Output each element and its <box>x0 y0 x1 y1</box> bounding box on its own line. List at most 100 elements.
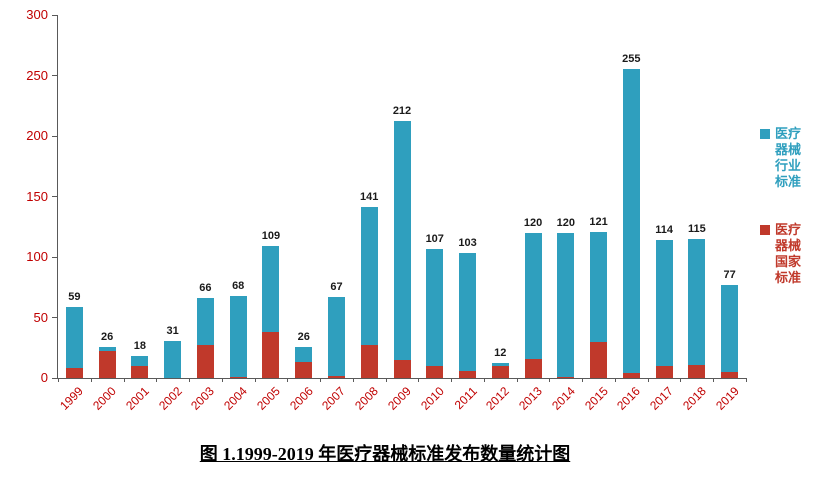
bar-2011-national-segment <box>459 370 477 378</box>
bar-total-label-2000: 26 <box>101 330 114 343</box>
y-axis-tick <box>52 317 58 318</box>
bar-total-label-2005: 109 <box>261 230 281 243</box>
x-category-label-2008: 2008 <box>352 384 382 413</box>
bar-2013-national-segment <box>524 358 542 378</box>
x-axis-tick <box>614 378 616 382</box>
bar-total-label-2003: 66 <box>199 282 212 295</box>
y-axis-label: 50 <box>33 309 48 325</box>
bar-2008-industry-segment <box>360 207 378 346</box>
x-category-label-2018: 2018 <box>679 384 709 413</box>
x-category-label-2019: 2019 <box>712 384 742 413</box>
x-axis-tick <box>680 378 682 382</box>
y-axis-tick <box>52 196 58 197</box>
x-category-label-2011: 2011 <box>451 384 480 413</box>
x-axis-tick <box>516 378 518 382</box>
x-axis-tick <box>156 378 158 382</box>
legend-item-national: 医疗 器械 国家 标准 <box>760 222 826 286</box>
y-axis-tick <box>52 75 58 76</box>
y-axis-tick <box>52 256 58 258</box>
bar-2018-industry-segment <box>688 238 706 365</box>
x-category-label-2014: 2014 <box>548 384 578 413</box>
bar-2012-national-segment <box>491 365 509 378</box>
bar-total-label-2010: 107 <box>425 232 444 245</box>
bar-2019-national-segment <box>721 371 739 378</box>
bar-2013-industry-segment <box>524 232 542 359</box>
bar-2012-industry-segment <box>491 363 509 366</box>
x-axis-tick <box>320 378 322 382</box>
bar-2018 <box>688 238 706 378</box>
bar-2010-national-segment <box>426 365 444 378</box>
x-axis-tick <box>713 378 715 382</box>
x-axis-tick <box>451 378 453 382</box>
bar-2019-industry-segment <box>721 284 739 372</box>
bar-2011 <box>459 253 477 378</box>
bar-total-label-2007: 67 <box>330 280 343 293</box>
legend-label-national: 医疗 器械 国家 标准 <box>775 222 802 285</box>
x-category-label-2001: 2001 <box>123 384 152 413</box>
bar-2014 <box>557 232 575 378</box>
bar-2009-national-segment <box>393 359 411 378</box>
bar-total-label-2006: 26 <box>297 330 310 343</box>
bar-2003 <box>196 298 214 378</box>
x-category-label-2013: 2013 <box>516 384 545 413</box>
x-category-label-2012: 2012 <box>483 384 513 413</box>
bar-2001-industry-segment <box>131 356 149 366</box>
bar-2007-national-segment <box>327 375 345 378</box>
x-category-label-2000: 2000 <box>90 384 120 413</box>
bar-1999-national-segment <box>65 368 83 378</box>
bar-2003-national-segment <box>196 345 214 378</box>
bar-2006 <box>295 346 313 378</box>
bar-1999 <box>65 306 83 378</box>
x-axis-tick <box>352 378 354 382</box>
bar-total-label-2018: 115 <box>687 222 706 235</box>
y-axis-label: 150 <box>26 188 48 204</box>
bar-2005-industry-segment <box>262 246 280 333</box>
legend-swatch-national <box>760 225 770 235</box>
bar-2016 <box>622 69 640 378</box>
bar-2017-national-segment <box>655 365 673 378</box>
x-axis-tick <box>90 378 92 382</box>
y-axis-tick <box>52 377 58 379</box>
bar-2019 <box>721 284 739 378</box>
x-axis-tick <box>287 378 289 382</box>
x-axis-tick <box>123 378 125 382</box>
legend-item-industry: 医疗 器械 行业 标准 <box>760 126 826 190</box>
legend-label-industry: 医疗 器械 行业 标准 <box>775 126 802 189</box>
x-axis-tick <box>746 378 747 382</box>
x-axis-tick <box>385 378 387 382</box>
bar-2018-national-segment <box>688 364 706 378</box>
bar-2005 <box>262 246 280 378</box>
bar-2017-industry-segment <box>655 240 673 366</box>
y-axis-label: 200 <box>26 128 48 143</box>
bar-2014-industry-segment <box>557 232 575 377</box>
x-axis-tick <box>221 378 223 382</box>
bar-total-label-2019: 77 <box>723 268 736 281</box>
bar-2002-industry-segment <box>164 340 182 378</box>
bar-2000-national-segment <box>98 351 116 378</box>
bar-2014-national-segment <box>557 376 575 378</box>
bar-2007-industry-segment <box>327 296 345 376</box>
x-category-label-2009: 2009 <box>385 384 414 413</box>
bar-2015 <box>590 231 608 378</box>
x-category-label-2006: 2006 <box>286 384 316 413</box>
bar-2009 <box>393 121 411 378</box>
x-category-label-2005: 2005 <box>254 384 283 413</box>
x-axis-tick <box>254 378 256 382</box>
bar-total-label-2008: 141 <box>360 191 379 204</box>
bar-total-label-2014: 120 <box>556 216 575 229</box>
bar-total-label-2011: 103 <box>458 237 477 250</box>
bar-2007 <box>327 296 345 378</box>
x-axis-tick <box>549 378 551 382</box>
bar-total-label-2004: 68 <box>232 279 245 292</box>
bar-2008-national-segment <box>360 345 378 378</box>
bar-2006-national-segment <box>295 362 313 378</box>
bar-2003-industry-segment <box>196 298 214 346</box>
bar-total-label-1999: 59 <box>68 290 81 303</box>
y-axis-tick <box>52 14 58 16</box>
bar-2017 <box>655 240 673 378</box>
x-category-label-1999: 1999 <box>57 384 87 413</box>
bar-2001-national-segment <box>131 365 149 378</box>
bar-2016-industry-segment <box>622 69 640 374</box>
bar-2010-industry-segment <box>426 248 444 366</box>
